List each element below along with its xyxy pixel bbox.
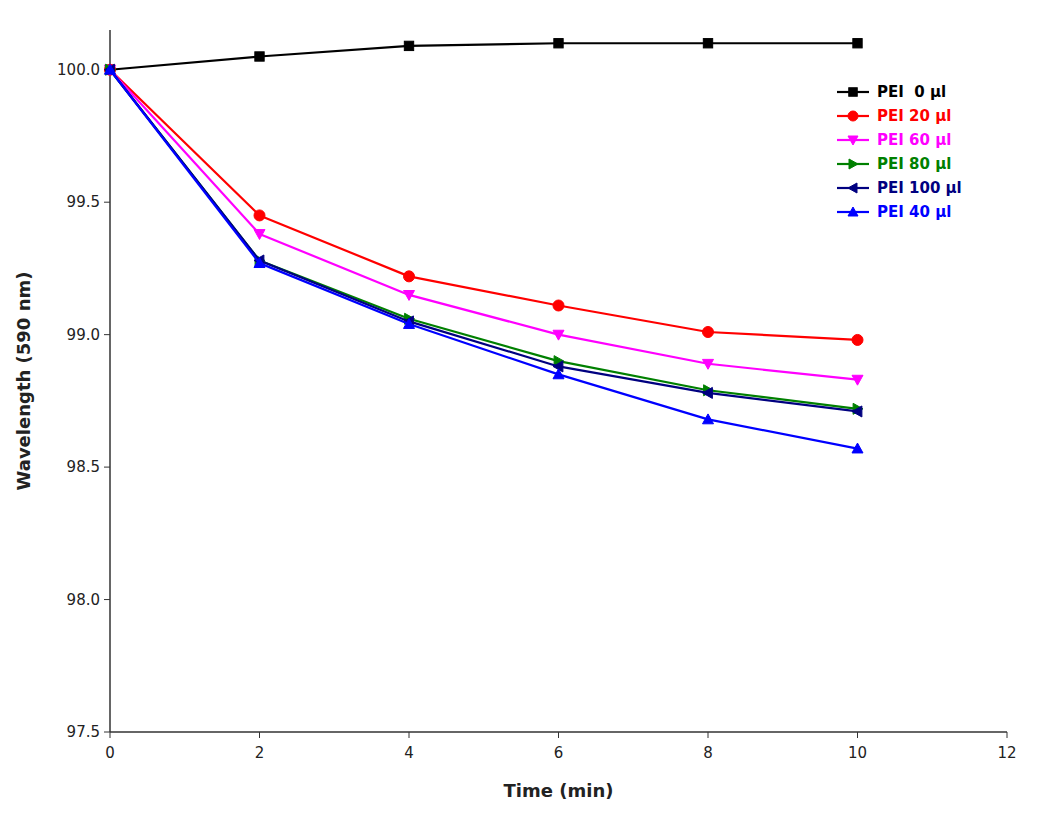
data-point	[254, 258, 265, 268]
data-point	[853, 39, 862, 48]
chart: 0 2 4 6 8 10 12 97.5 98.0 98.5 99.0 99.5 100.0 Time (…	[0, 0, 1047, 822]
legend-label: PEI 80 μl	[877, 155, 951, 173]
y-tick-label: 99.0	[67, 326, 100, 344]
y-axis-label: Wavelength (590 nm)	[13, 272, 34, 491]
series	[106, 64, 863, 414]
x-tick	[708, 732, 709, 738]
series	[105, 64, 864, 345]
legend-label: PEI 20 μl	[877, 107, 951, 125]
data-point	[404, 41, 413, 50]
series-line	[110, 70, 858, 380]
x-tick	[857, 732, 858, 738]
legend-label: PEI 100 μl	[877, 179, 962, 197]
x-tick	[409, 732, 410, 738]
data-point	[254, 210, 265, 221]
legend: PEI 0 μl PEI 20 μl PEI 60 μl PEI 80 μl PEI 1…	[837, 83, 962, 221]
data-point	[852, 334, 863, 345]
series	[105, 39, 862, 75]
legend-marker	[848, 207, 858, 216]
data-point	[703, 39, 712, 48]
legend-marker	[848, 111, 858, 121]
legend-label: PEI 40 μl	[877, 203, 951, 221]
x-tick	[110, 732, 111, 738]
series-line	[110, 70, 858, 412]
legend-marker	[849, 88, 858, 97]
y-axis-line	[109, 30, 111, 732]
data-point	[553, 300, 564, 311]
series-line	[110, 70, 858, 409]
y-tick-label: 98.0	[67, 591, 100, 609]
x-tick-label: 8	[703, 744, 713, 762]
x-tick-label: 0	[105, 744, 115, 762]
y-tick-label: 99.5	[67, 193, 100, 211]
y-tick-label: 98.5	[67, 458, 100, 476]
series	[105, 64, 862, 417]
y-tick-label: 97.5	[67, 723, 100, 741]
series-line	[110, 70, 858, 340]
y-tick	[104, 599, 110, 600]
series-line	[110, 43, 858, 69]
data-point	[852, 375, 863, 385]
data-point	[852, 406, 862, 417]
data-point	[703, 359, 714, 369]
data-point	[852, 443, 863, 453]
legend-label: PEI 60 μl	[877, 131, 951, 149]
legend-marker	[848, 183, 857, 193]
x-tick	[558, 732, 559, 738]
data-point	[254, 230, 265, 240]
series-line	[110, 70, 858, 449]
data-point	[105, 64, 116, 75]
y-tick	[104, 202, 110, 203]
series	[105, 65, 864, 385]
x-tick	[259, 732, 260, 738]
y-tick	[104, 732, 110, 733]
x-tick-label: 2	[255, 744, 265, 762]
data-point	[255, 52, 264, 61]
data-point	[105, 65, 114, 74]
x-tick	[1007, 732, 1008, 738]
x-tick-label: 12	[997, 744, 1016, 762]
x-tick-label: 10	[848, 744, 867, 762]
data-point	[703, 414, 714, 424]
data-point	[404, 319, 415, 329]
data-point	[554, 39, 563, 48]
data-point	[703, 326, 714, 337]
data-point	[105, 64, 116, 74]
y-tick	[104, 334, 110, 335]
x-tick-label: 6	[554, 744, 564, 762]
data-point	[404, 271, 415, 282]
y-tick	[104, 467, 110, 468]
axes: 0 2 4 6 8 10 12 97.5 98.0 98.5 99.0 99.5 100.0	[57, 30, 1017, 762]
legend-label: PEI 0 μl	[877, 83, 946, 101]
plot-area	[105, 39, 864, 453]
data-point	[553, 369, 564, 379]
x-tick-label: 4	[404, 744, 414, 762]
series	[105, 64, 864, 453]
y-tick-label: 100.0	[57, 61, 100, 79]
legend-marker	[849, 159, 858, 169]
x-axis-label: Time (min)	[504, 780, 614, 801]
legend-marker	[848, 136, 858, 145]
data-point	[553, 330, 564, 340]
data-point	[703, 387, 713, 398]
data-point	[404, 291, 415, 301]
